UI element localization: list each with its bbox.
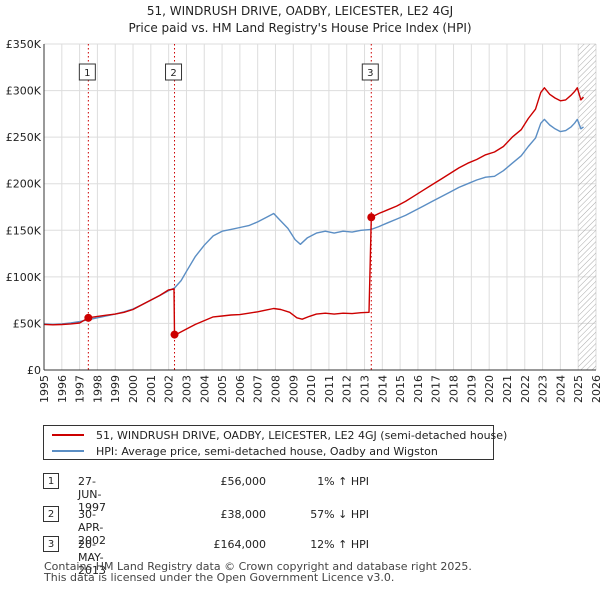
forecast-hatch (578, 44, 596, 370)
y-tick-label: £150K (6, 224, 42, 237)
x-tick-label: 2006 (234, 375, 247, 403)
x-tick-label: 2024 (554, 375, 567, 403)
sale-point-1 (84, 313, 93, 322)
x-tick-label: 2000 (127, 375, 140, 403)
transaction-date: 27-JUN-1997 (78, 475, 106, 514)
x-tick-label: 2001 (145, 375, 158, 403)
x-tick-label: 2002 (163, 375, 176, 403)
x-tick-label: 2010 (305, 375, 318, 403)
x-tick-label: 2004 (198, 375, 211, 403)
sale-point-2 (170, 330, 179, 339)
legend-item-hpi: HPI: Average price, semi-detached house,… (52, 443, 438, 459)
price-chart: 51, WINDRUSH DRIVE, OADBY, LEICESTER, LE… (6, 4, 600, 403)
legend-item-price: 51, WINDRUSH DRIVE, OADBY, LEICESTER, LE… (52, 427, 507, 443)
annotation-box-3 (361, 63, 379, 81)
x-tick-label: 2008 (269, 375, 282, 403)
annotation-label-2: 2 (170, 68, 176, 79)
transaction-price: £38,000 (220, 508, 267, 521)
x-tick-label: 2025 (572, 375, 585, 403)
x-tick-label: 2017 (430, 375, 443, 403)
y-tick-label: £50K (13, 317, 42, 330)
x-tick-label: 2003 (180, 375, 193, 403)
legend-swatch-hpi (52, 450, 84, 452)
annotation-label-3: 3 (367, 68, 373, 79)
price-paid-line (43, 87, 585, 336)
transaction-hpi-change: 1% ↑ HPI (317, 475, 369, 488)
transaction-number-badge: 1 (43, 473, 59, 489)
x-tick-label: 2019 (465, 375, 478, 403)
x-tick-label: 2005 (216, 375, 229, 403)
annotation-box-2 (165, 63, 183, 81)
transaction-date: 30-APR-2002 (78, 508, 106, 547)
y-tick-label: £350K (6, 38, 42, 51)
x-tick-label: 2026 (590, 375, 600, 403)
x-tick-label: 2014 (376, 375, 389, 403)
legend-label-price: 51, WINDRUSH DRIVE, OADBY, LEICESTER, LE… (96, 428, 508, 442)
footer-line-1: Contains HM Land Registry data © Crown c… (44, 560, 472, 573)
sale-point-3 (367, 213, 376, 222)
x-tick-label: 2009 (287, 375, 300, 403)
transaction-number-badge: 2 (43, 506, 59, 522)
transaction-price: £164,000 (213, 538, 267, 551)
chart-title: 51, WINDRUSH DRIVE, OADBY, LEICESTER, LE… (147, 4, 453, 18)
legend-label-hpi: HPI: Average price, semi-detached house,… (96, 444, 438, 458)
footer-line-2: This data is licensed under the Open Gov… (44, 571, 395, 584)
transaction-hpi-change: 57% ↓ HPI (310, 508, 369, 521)
x-tick-label: 2016 (412, 375, 425, 403)
chart-legend: 51, WINDRUSH DRIVE, OADBY, LEICESTER, LE… (43, 425, 507, 460)
x-tick-label: 2007 (252, 375, 265, 403)
x-tick-label: 1997 (74, 375, 87, 403)
x-tick-label: 1996 (56, 375, 69, 403)
x-tick-label: 2020 (483, 375, 496, 403)
x-tick-label: 2013 (359, 375, 372, 403)
x-tick-label: 1999 (109, 375, 122, 403)
x-tick-label: 2015 (394, 375, 407, 403)
y-tick-label: £250K (6, 131, 42, 144)
annotation-label-1: 1 (84, 68, 90, 79)
x-tick-label: 1995 (38, 375, 51, 403)
y-tick-label: £200K (6, 178, 42, 191)
x-tick-label: 2023 (537, 375, 550, 403)
plot-area (44, 44, 596, 370)
x-tick-label: 2012 (341, 375, 354, 403)
chart-subtitle: Price paid vs. HM Land Registry's House … (128, 21, 471, 35)
x-tick-label: 2018 (448, 375, 461, 403)
footer-attribution: Contains HM Land Registry data © Crown c… (44, 561, 472, 583)
x-tick-label: 2022 (519, 375, 532, 403)
annotation-box-1 (78, 63, 96, 81)
y-tick-label: £100K (6, 271, 42, 284)
transaction-price: £56,000 (220, 475, 267, 488)
legend-swatch-price (52, 434, 84, 436)
x-tick-label: 2011 (323, 375, 336, 403)
transaction-date: 20-MAY-2013 (78, 538, 106, 577)
transaction-hpi-change: 12% ↑ HPI (310, 538, 369, 551)
y-tick-label: £300K (6, 85, 42, 98)
transaction-number-badge: 3 (43, 536, 59, 552)
x-tick-label: 1998 (91, 375, 104, 403)
y-tick-label: £0 (27, 364, 41, 377)
x-tick-label: 2021 (501, 375, 514, 403)
